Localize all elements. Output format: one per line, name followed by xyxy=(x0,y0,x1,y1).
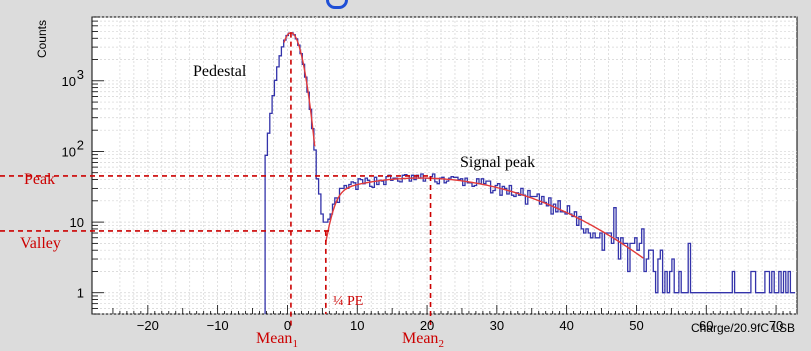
x-tick-label: 70 xyxy=(769,318,783,333)
y-tick-label: 1 xyxy=(77,286,84,301)
signal-fit-curve xyxy=(325,177,644,259)
x-tick-label: 60 xyxy=(699,318,713,333)
pedestal-fit-curve xyxy=(283,31,316,147)
x-tick-label: 0 xyxy=(284,318,291,333)
y-tick-label: 10 xyxy=(62,74,76,89)
quarter-pe-label: ¼ PE xyxy=(333,294,363,309)
peak-label: Peak xyxy=(24,171,55,188)
fit-curves xyxy=(283,31,644,259)
x-axis-title: Charge/20.9fC LSB xyxy=(691,321,795,335)
mean2-label: Mean2 xyxy=(402,330,444,350)
plot-background xyxy=(91,16,798,315)
x-tick-label: 30 xyxy=(490,318,504,333)
y-tick-exponent: 2 xyxy=(77,137,84,152)
y-axis-title: Counts xyxy=(35,20,49,58)
signal-peak-label: Signal peak xyxy=(460,154,535,171)
mean1-label: Mean1 xyxy=(256,330,298,350)
x-tick-label: −20 xyxy=(137,318,159,333)
y-tick-exponent: 3 xyxy=(77,67,84,82)
x-tick-label: 10 xyxy=(350,318,364,333)
guide-lines xyxy=(0,32,432,326)
x-tick-label: 20 xyxy=(420,318,434,333)
y-tick-label: 10 xyxy=(70,215,84,230)
x-tick-label: 40 xyxy=(559,318,573,333)
y-tick-label: 10 xyxy=(62,144,76,159)
x-tick-label: −10 xyxy=(207,318,229,333)
x-tick-label: 50 xyxy=(629,318,643,333)
histogram-series xyxy=(264,32,796,314)
pedestal-label: Pedestal xyxy=(193,63,247,80)
valley-label: Valley xyxy=(20,235,61,252)
header-fragment xyxy=(326,0,348,9)
histogram-line xyxy=(264,32,796,314)
